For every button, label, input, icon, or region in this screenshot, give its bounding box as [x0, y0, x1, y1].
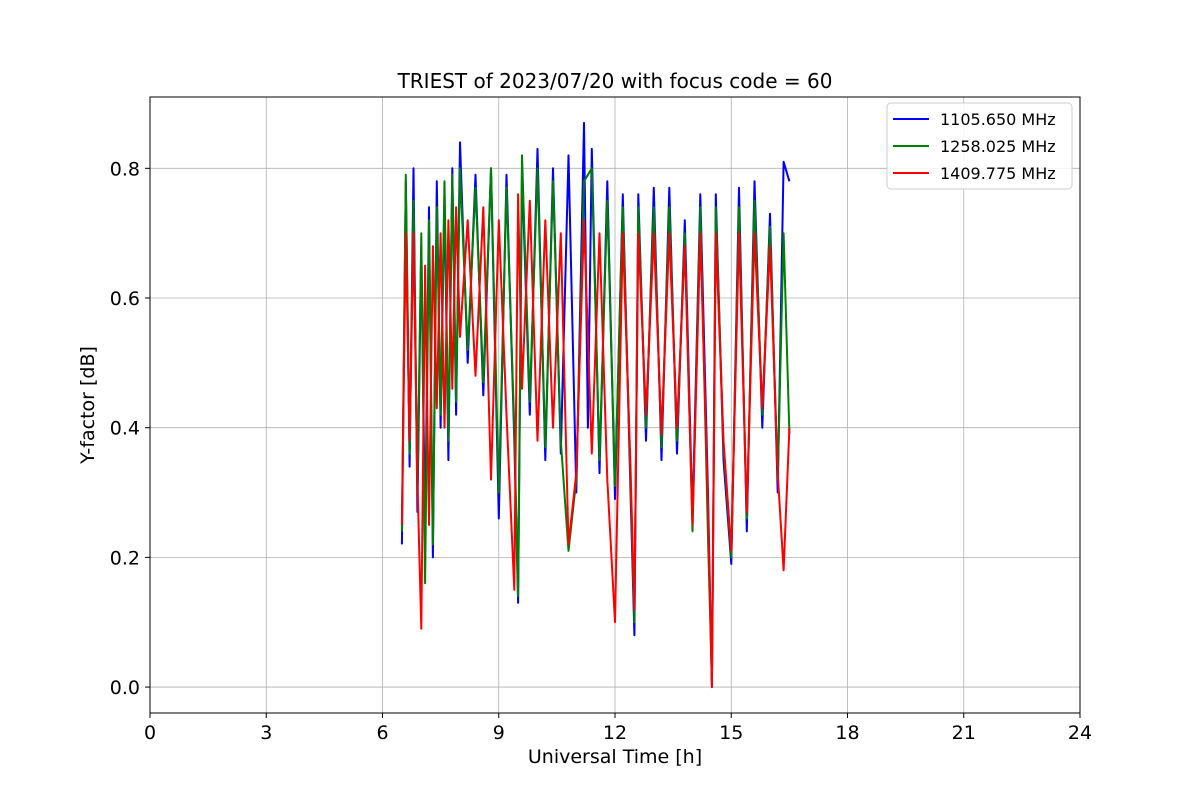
y-axis: 0.0 0.2 0.4 0.6 0.8	[110, 158, 150, 699]
x-tick-label: 6	[376, 722, 388, 744]
x-tick-label: 15	[719, 722, 743, 744]
legend-label-3: 1409.775 MHz	[940, 164, 1056, 183]
y-tick-label: 0.6	[110, 288, 140, 310]
x-tick-label: 0	[144, 722, 156, 744]
y-axis-label: Y-factor [dB]	[77, 346, 99, 465]
legend: 1105.650 MHz 1258.025 MHz 1409.775 MHz	[886, 102, 1073, 190]
legend-label-2: 1258.025 MHz	[940, 137, 1056, 156]
y-tick-label: 0.8	[110, 158, 140, 180]
y-tick-label: 0.4	[110, 418, 140, 440]
x-tick-label: 12	[603, 722, 627, 744]
legend-box	[886, 102, 1073, 190]
x-tick-label: 3	[260, 722, 272, 744]
x-tick-label: 24	[1068, 722, 1092, 744]
x-axis-label: Universal Time [h]	[528, 746, 702, 768]
series-line-3	[400, 193, 791, 689]
chart-title: TRIEST of 2023/07/20 with focus code = 6…	[397, 69, 833, 93]
y-tick-label: 0.2	[110, 547, 140, 569]
x-tick-label: 18	[835, 722, 859, 744]
y-tick-label: 0.0	[110, 677, 140, 699]
x-tick-label: 9	[493, 722, 505, 744]
x-axis: 0 3 6 9 12 15 18 21 24	[144, 713, 1092, 744]
series-group	[400, 121, 791, 689]
legend-label-1: 1105.650 MHz	[940, 110, 1056, 129]
x-tick-label: 21	[952, 722, 976, 744]
